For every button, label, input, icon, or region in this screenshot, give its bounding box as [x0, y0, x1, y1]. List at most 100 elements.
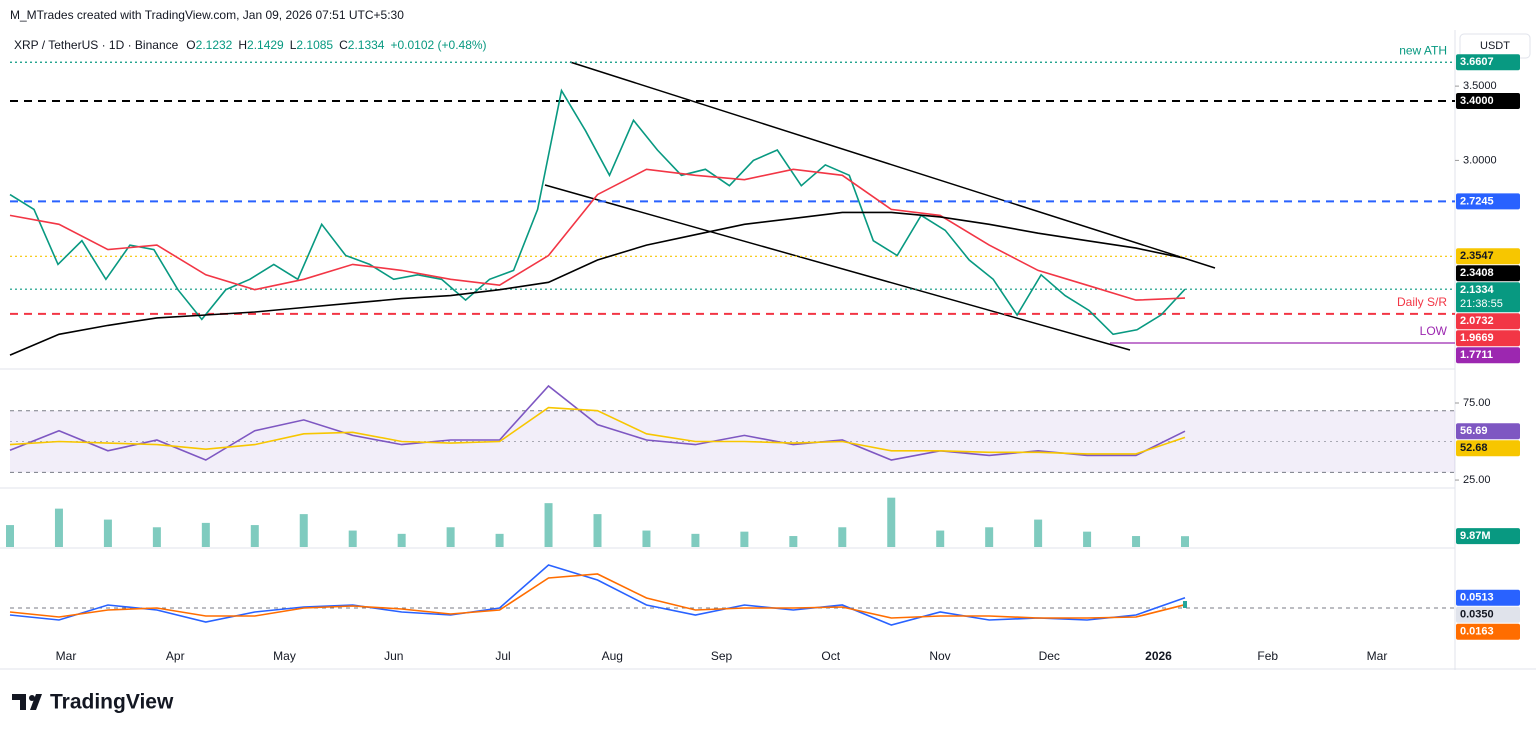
ohlc-value: 2.1334 — [348, 38, 385, 52]
price-label: 0.0513 — [1460, 592, 1494, 604]
logo-text: TradingView — [50, 691, 174, 714]
price-label-box — [1456, 193, 1520, 210]
price-label-box — [1456, 423, 1520, 440]
volume-bar — [348, 530, 357, 547]
price-label: 2.1334 — [1460, 284, 1495, 296]
volume-bar — [397, 533, 406, 547]
ohlc-key: H — [238, 38, 247, 52]
volume-bar — [250, 525, 259, 547]
volume-bar — [789, 536, 798, 547]
ohlc-key: L — [290, 38, 297, 52]
volume-bar — [299, 514, 308, 547]
symbol: XRP / TetherUS · 1D · Binance — [14, 38, 179, 52]
volume-bar — [495, 533, 504, 547]
ohlc-value: 2.1085 — [296, 38, 333, 52]
ohlc-key: O — [186, 38, 195, 52]
level-text: new ATH — [1399, 43, 1447, 57]
price-label-box — [1456, 623, 1520, 640]
x-tick-label: Sep — [711, 649, 733, 663]
price-label-box — [1456, 589, 1520, 606]
logo-dot — [29, 695, 35, 701]
price-label: 3.4000 — [1460, 95, 1494, 107]
series-line — [9, 564, 1186, 626]
change: +0.0102 (+0.48%) — [390, 38, 486, 52]
x-tick-label: 2026 — [1145, 649, 1172, 663]
price-label-box — [1456, 248, 1520, 265]
x-tick-label: Feb — [1257, 649, 1278, 663]
y-tick-label: 75.00 — [1463, 397, 1491, 409]
histogram-bar — [1183, 601, 1187, 608]
series-line — [9, 168, 1186, 301]
currency[interactable]: USDT — [1480, 40, 1510, 52]
x-tick-label: Aug — [602, 649, 623, 663]
volume-bar — [740, 531, 749, 547]
channel-upper — [569, 61, 1216, 269]
x-tick-label: Apr — [166, 649, 185, 663]
x-tick-label: May — [273, 649, 296, 663]
price-label-box — [1456, 92, 1520, 109]
x-tick-label: Nov — [929, 649, 950, 663]
volume-bar — [642, 530, 651, 547]
series-line — [9, 211, 1186, 356]
series-line — [9, 384, 1186, 461]
x-tick-label: Mar — [1367, 649, 1388, 663]
volume-bar — [6, 525, 14, 547]
price-label-box — [1456, 330, 1520, 347]
x-tick-label: Mar — [56, 649, 77, 663]
volume-bar — [593, 514, 602, 547]
volume-bar — [985, 527, 994, 547]
volume-bar — [936, 530, 945, 547]
volume-bar — [1083, 531, 1092, 547]
volume-bar — [152, 527, 161, 547]
series-line — [9, 406, 1186, 455]
x-tick-label: Jun — [384, 649, 403, 663]
logo: TradingView — [12, 691, 174, 714]
volume-bar — [1132, 536, 1141, 547]
y-tick-label: 3.5000 — [1463, 80, 1497, 92]
level-text: LOW — [1420, 324, 1448, 338]
price-label-box — [1456, 440, 1520, 457]
volume-bar — [1034, 519, 1043, 547]
price-label-box — [1456, 265, 1520, 282]
price-label: 9.87M — [1460, 530, 1491, 542]
price-label: 2.0732 — [1460, 315, 1494, 327]
price-label: 0.0350 — [1460, 609, 1494, 621]
price-label: 2.7245 — [1460, 195, 1494, 207]
level-text: Daily S/R — [1397, 295, 1447, 309]
volume-bar — [54, 508, 63, 547]
price-label-box — [1456, 347, 1520, 364]
countdown: 21:38:55 — [1460, 298, 1503, 310]
volume-bar — [1181, 536, 1189, 547]
price-label: 1.9669 — [1460, 332, 1494, 344]
channel-lower — [544, 184, 1131, 351]
volume-bar — [201, 522, 210, 547]
ohlc-key: C — [339, 38, 348, 52]
price-label-box — [1456, 282, 1520, 313]
price-label: 2.3408 — [1460, 267, 1494, 279]
ohlc-value: 2.1232 — [196, 38, 233, 52]
ohlc-value: 2.1429 — [247, 38, 284, 52]
volume-bar — [691, 533, 700, 547]
x-tick-label: Oct — [821, 649, 840, 663]
price-label: 1.7711 — [1460, 349, 1493, 361]
attribution: M_MTrades created with TradingView.com, … — [10, 8, 404, 22]
price-label-box — [1456, 606, 1520, 623]
price-label: 2.3547 — [1460, 250, 1494, 262]
volume-bar — [544, 503, 553, 547]
x-tick-label: Dec — [1039, 649, 1060, 663]
price-label-box — [1456, 528, 1520, 545]
price-label: 3.6607 — [1460, 56, 1494, 68]
volume-bar — [446, 527, 455, 547]
y-tick-label: 25.00 — [1463, 474, 1491, 486]
price-label: 52.68 — [1460, 442, 1488, 454]
series-line — [9, 573, 1186, 619]
price-label-box — [1456, 313, 1520, 330]
price-label-box — [1456, 54, 1520, 71]
volume-bar — [838, 527, 847, 547]
volume-bar — [887, 497, 896, 547]
price-label: 0.0163 — [1460, 626, 1494, 638]
y-tick-label: 3.0000 — [1463, 154, 1497, 166]
